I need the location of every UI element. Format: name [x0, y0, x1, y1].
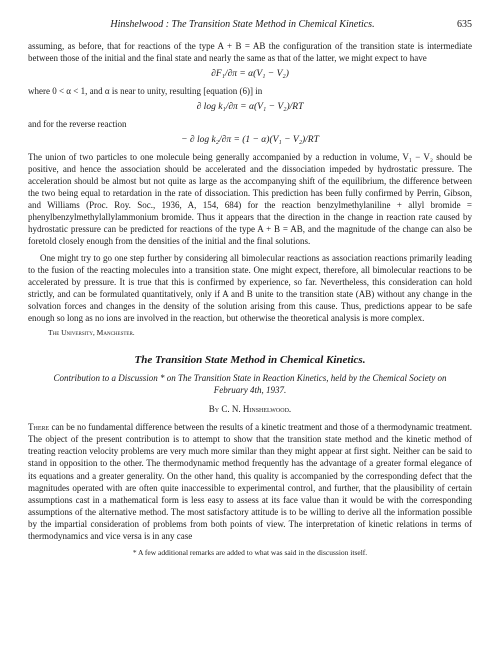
formula-note-2: and for the reverse reaction	[28, 118, 472, 130]
formula-3: − ∂ log k₂/∂π = (1 − α)(V₁ − V₂)/RT	[28, 134, 472, 147]
dropcap-word: There	[28, 422, 49, 432]
formula-2: ∂ log k₁/∂π = α(V₁ − V₂)/RT	[28, 101, 472, 114]
body-paragraph-2: One might try to go one step further by …	[28, 252, 472, 325]
article-first-paragraph: There can be no fundamental difference b…	[28, 421, 472, 542]
formula-1: ∂F₁/∂π = α(V₁ − V₂)	[28, 68, 472, 81]
article-subtitle: Contribution to a Discussion * on The Tr…	[48, 373, 452, 396]
page-header: Hinshelwood : The Transition State Metho…	[28, 18, 472, 32]
author-name: By C. N. Hinshelwood.	[209, 404, 291, 414]
footnote: * A few additional remarks are added to …	[28, 548, 472, 558]
page-number: 635	[457, 18, 472, 32]
body-paragraph-1: The union of two particles to one molecu…	[28, 151, 472, 248]
intro-paragraph: assuming, as before, that for reactions …	[28, 40, 472, 64]
paragraph-rest: can be no fundamental difference between…	[28, 422, 472, 541]
affiliation: The University, Manchester.	[28, 328, 472, 338]
author-byline: By C. N. Hinshelwood.	[28, 403, 472, 415]
article-title: The Transition State Method in Chemical …	[28, 353, 472, 368]
running-title: Hinshelwood : The Transition State Metho…	[110, 19, 374, 30]
formula-note-1: where 0 < α < 1, and α is near to unity,…	[28, 85, 472, 97]
